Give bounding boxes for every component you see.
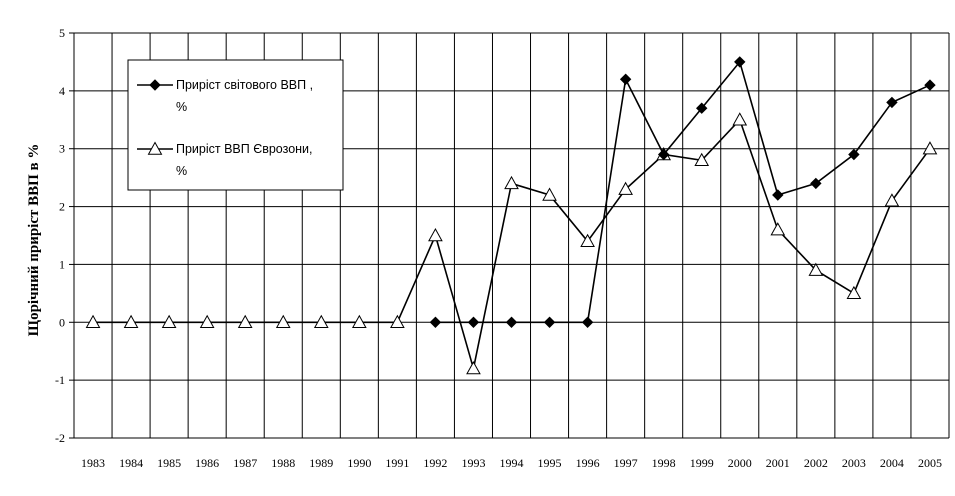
data-point-diamond [657,148,670,161]
data-point-triangle [846,285,862,300]
x-tick-label: 1987 [233,456,257,470]
data-point-triangle [884,193,900,207]
data-point-triangle [466,361,481,375]
series-world-gdp [429,56,936,328]
data-point-triangle [123,314,139,328]
x-tick-label: 2003 [842,456,866,470]
data-point-triangle [808,262,824,276]
x-tick-label: 1994 [500,456,524,470]
x-tick-label: 2005 [918,456,942,470]
data-point-triangle [618,181,633,195]
data-point-diamond [810,177,822,190]
data-point-diamond [886,96,898,109]
data-point-triangle [770,222,786,236]
data-point-triangle [390,314,405,328]
legend-box [127,59,344,191]
data-point-diamond [772,189,784,201]
x-tick-label: 2000 [728,456,752,470]
legend-entry-text: % [176,100,187,114]
data-point-diamond [924,79,936,91]
data-point-triangle [504,175,519,190]
data-point-diamond [467,316,480,328]
data-point-triangle [922,141,938,155]
x-tick-label: 2001 [766,456,790,470]
y-tick-label: 1 [59,257,65,271]
x-tick-label: 1988 [271,456,295,470]
legend-entry-text: % [176,164,187,178]
data-point-diamond [848,148,860,161]
x-tick-label: 1997 [614,456,638,470]
x-tick-label: 2002 [804,456,828,470]
data-point-triangle [237,314,253,328]
data-point-diamond [505,316,518,328]
y-tick-label: 5 [59,26,65,40]
x-tick-label: 1998 [652,456,676,470]
y-axis-tick-labels: -2 -1 0 1 2 3 4 5 [55,26,65,445]
x-tick-label: 1986 [195,456,219,470]
data-point-triangle [351,314,367,328]
x-tick-label: 1992 [423,456,447,470]
series-eurozone-gdp [85,112,938,375]
data-point-triangle [161,314,177,328]
data-point-diamond [619,73,632,85]
x-tick-label: 1996 [576,456,600,470]
x-tick-label: 1993 [461,456,485,470]
y-tick-label: 0 [59,315,65,329]
legend-entry-text: Приріст ВВП Єврозони, [176,142,313,156]
y-axis-label: Щорічний приріст ВВП в % [26,144,42,337]
x-axis-tick-labels: 1983 1984 1985 1986 1987 1988 1989 1990 1991 1992… [81,456,942,470]
x-tick-label: 1990 [347,456,371,470]
x-tick-label: 1985 [157,456,181,470]
y-tick-label: 2 [59,200,65,214]
series-line [435,60,931,324]
y-tick-label: -1 [55,373,65,387]
x-tick-label: 1995 [538,456,562,470]
x-tick-label: 1999 [690,456,714,470]
data-point-diamond [429,316,442,328]
data-point-triangle [542,187,557,201]
data-point-triangle [580,233,595,247]
data-point-diamond [581,316,594,328]
data-point-triangle [275,314,291,328]
data-point-diamond [734,56,746,68]
data-point-triangle [147,141,163,155]
data-point-triangle [85,314,101,328]
x-tick-label: 1991 [385,456,409,470]
data-point-triangle [732,112,748,126]
legend: Приріст світового ВВП ,% Приріст ВВП Євро… [127,59,344,191]
x-tick-label: 1989 [309,456,333,470]
y-tick-label: -2 [55,431,65,445]
data-point-triangle [428,227,443,242]
data-point-triangle [199,314,215,328]
y-tick-label: 4 [59,84,65,98]
data-point-diamond [149,79,161,91]
x-tick-label: 1984 [119,456,143,470]
legend-entry-text: Приріст світового ВВП , [176,78,313,92]
data-point-triangle [313,314,329,328]
data-point-diamond [543,316,556,328]
data-point-diamond [696,102,708,114]
x-tick-label: 1983 [81,456,105,470]
data-point-triangle [694,152,710,166]
data-series [85,56,938,375]
y-tick-label: 3 [59,142,65,156]
x-tick-label: 2004 [880,456,904,470]
